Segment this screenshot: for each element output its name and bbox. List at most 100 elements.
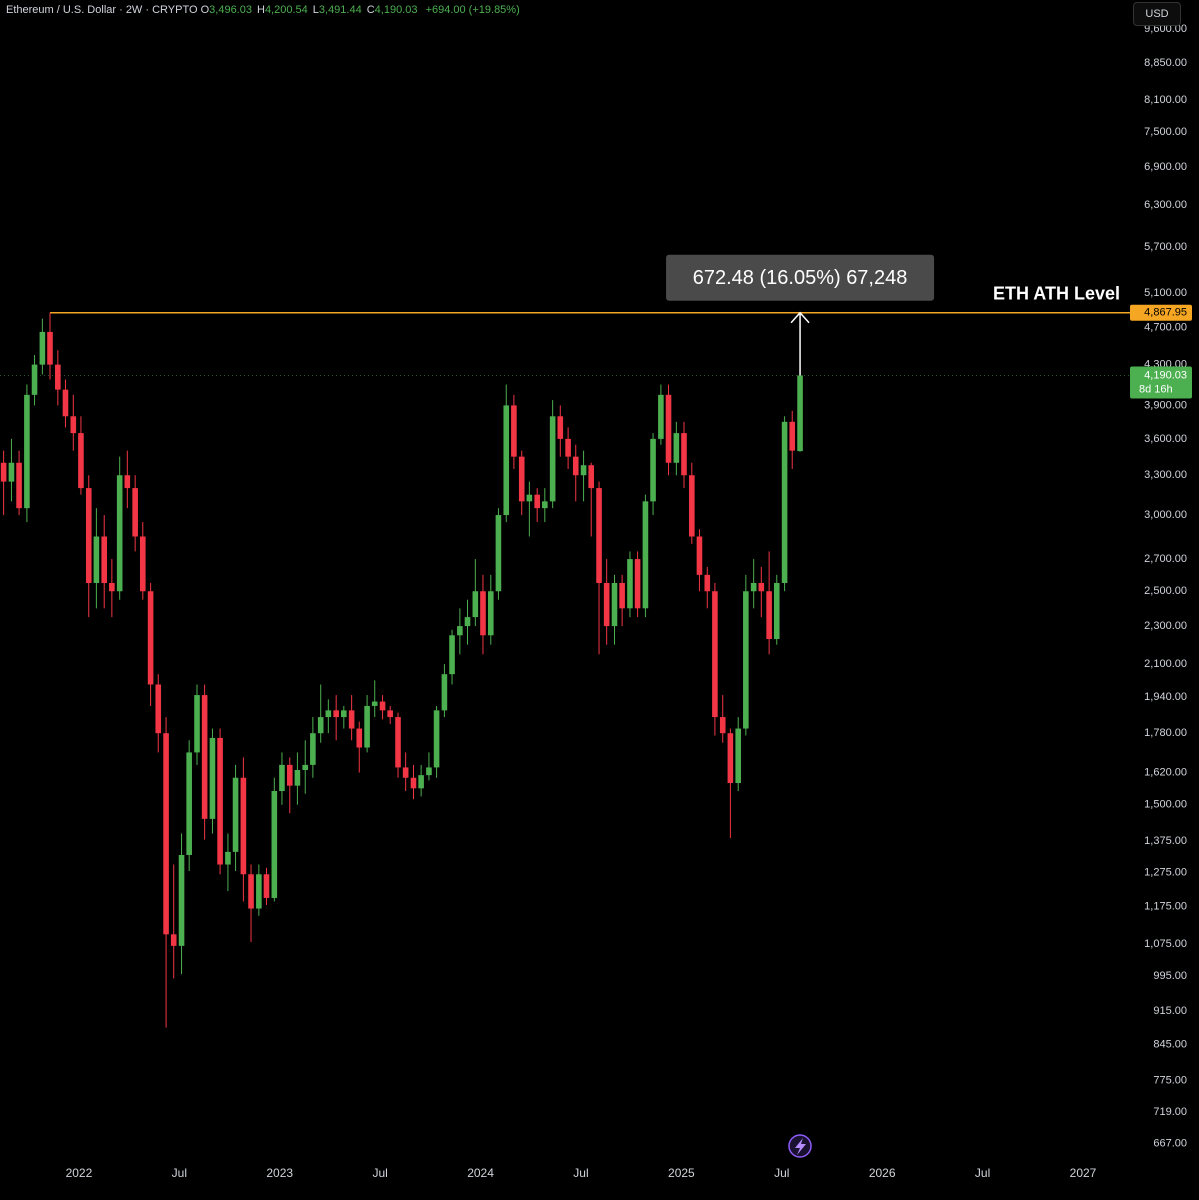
candle-body <box>650 438 656 502</box>
candle-body <box>673 433 680 463</box>
y-tick-label: 2,500.00 <box>1144 585 1187 597</box>
candle-body <box>155 684 162 734</box>
x-tick-label: 2026 <box>869 1166 896 1180</box>
measure-arrowhead <box>790 311 810 324</box>
candle-body <box>348 710 355 729</box>
candle-body <box>797 375 803 452</box>
candle-body <box>634 559 641 609</box>
y-tick-label: 1,175.00 <box>1144 901 1187 913</box>
x-tick-label: 2022 <box>66 1166 93 1180</box>
candle-body <box>441 674 448 711</box>
candle-body <box>603 582 610 627</box>
last-price-label: 4,190.03 <box>1144 369 1187 381</box>
ath-price-box <box>1130 304 1192 321</box>
ohlc-key: C <box>366 4 375 16</box>
candle-body <box>658 394 664 439</box>
candle-body <box>580 465 587 476</box>
candle-body <box>766 591 772 640</box>
y-tick-label: 1,075.00 <box>1144 938 1187 950</box>
candle-body <box>325 710 332 718</box>
y-tick-label: 995.00 <box>1153 970 1187 982</box>
lightning-icon[interactable] <box>788 1134 812 1158</box>
candle-body <box>163 733 169 935</box>
candle-body <box>480 591 486 636</box>
change: +694.00 (+19.85%) <box>425 4 520 16</box>
candle-body <box>572 456 579 476</box>
candle-body <box>402 767 409 778</box>
candle-body <box>294 769 301 786</box>
y-tick-label: 1,375.00 <box>1144 835 1187 847</box>
candle-body <box>356 728 363 748</box>
candle-body <box>719 717 726 734</box>
candle-body <box>178 854 185 946</box>
candle-body <box>248 874 254 909</box>
y-tick-label: 775.00 <box>1153 1075 1187 1087</box>
x-tick-label: Jul <box>372 1166 387 1180</box>
candle-body <box>310 733 316 765</box>
x-tick-label: Jul <box>975 1166 990 1180</box>
ath-text: ETH ATH Level <box>993 284 1120 304</box>
candle-body <box>696 536 703 575</box>
x-tick-label: 2025 <box>668 1166 695 1180</box>
y-tick-label: 4,700.00 <box>1144 321 1187 333</box>
candle-body <box>542 501 548 509</box>
candle-body <box>271 791 278 898</box>
symbol-header: Ethereum / U.S. Dollar · 2W · CRYPTO O3,… <box>6 4 525 16</box>
y-tick-label: 6,900.00 <box>1144 161 1187 173</box>
y-tick-label: 845.00 <box>1153 1038 1187 1050</box>
candle-body <box>627 559 633 609</box>
candle-body <box>464 617 471 627</box>
candle-body <box>410 777 417 789</box>
candle-body <box>781 421 788 583</box>
candle-body <box>317 717 324 734</box>
currency-button[interactable]: USD <box>1133 2 1181 26</box>
candle-body <box>681 433 687 476</box>
x-tick-label: Jul <box>573 1166 588 1180</box>
candle-body <box>518 456 525 502</box>
candle-body <box>139 536 146 592</box>
candle-body <box>340 710 347 718</box>
candle-body <box>387 710 393 718</box>
candle-body <box>371 701 378 706</box>
candle-body <box>85 488 92 583</box>
candle-body <box>70 416 77 434</box>
ohlc-value: 4,200.54 <box>264 4 308 16</box>
candle-body <box>449 635 455 675</box>
y-tick-label: 1,620.00 <box>1144 766 1187 778</box>
candle-body <box>704 574 711 592</box>
candle-body <box>395 717 401 768</box>
y-tick-label: 1,500.00 <box>1144 799 1187 811</box>
y-tick-label: 2,700.00 <box>1144 553 1187 565</box>
candle-body <box>39 331 46 365</box>
candle-body <box>209 737 216 819</box>
candle-body <box>503 405 510 516</box>
candle-body <box>457 626 463 636</box>
candle-body <box>665 394 672 463</box>
ohlc-value: 3,496.03 <box>209 4 252 16</box>
candle-body <box>689 475 695 537</box>
y-tick-label: 7,500.00 <box>1144 126 1187 138</box>
candle-body <box>62 389 69 417</box>
candle-body <box>611 582 618 627</box>
candle-body <box>773 582 780 640</box>
ohlc-key: O <box>200 4 210 16</box>
candle-body <box>743 591 749 729</box>
x-tick-label: 2024 <box>467 1166 494 1180</box>
y-tick-label: 1,940.00 <box>1144 691 1187 703</box>
candle-body <box>789 421 796 451</box>
ohlc-key: H <box>256 4 265 16</box>
last-price-box <box>1130 366 1192 399</box>
y-tick-label: 8,100.00 <box>1144 94 1187 106</box>
candle-body <box>333 710 339 718</box>
candle-body <box>279 764 285 792</box>
candle-body <box>0 462 7 482</box>
candle-body <box>472 591 479 618</box>
y-tick-label: 3,600.00 <box>1144 433 1187 445</box>
y-tick-label: 915.00 <box>1153 1005 1187 1017</box>
candle-body <box>642 501 649 609</box>
measure-box <box>666 254 935 301</box>
candle-body <box>132 488 138 537</box>
y-tick-label: 2,100.00 <box>1144 658 1187 670</box>
